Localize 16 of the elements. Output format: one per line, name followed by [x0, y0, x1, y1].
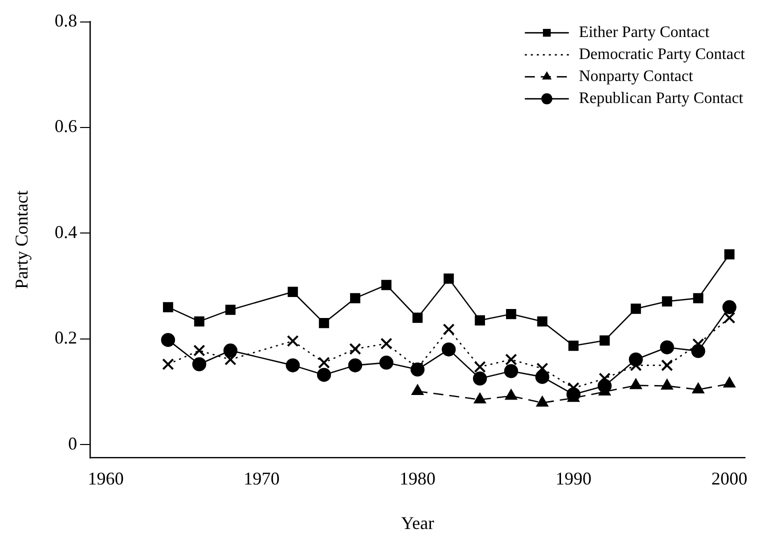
- y-axis-title: Party Contact: [12, 190, 32, 290]
- x-tick-label: 1980: [400, 468, 436, 488]
- legend-label: Republican Party Contact: [578, 90, 744, 108]
- legend-label: Either Party Contact: [578, 24, 710, 42]
- x-tick-label: 1960: [88, 468, 124, 488]
- legend-label: Democratic Party Contact: [578, 46, 746, 64]
- x-tick-label: 1990: [555, 468, 592, 488]
- y-tick-label: 0.6: [54, 116, 78, 136]
- x-axis-title: Year: [400, 512, 434, 533]
- y-tick-label: 0.4: [54, 222, 78, 242]
- legend-label: Nonparty Contact: [578, 68, 694, 86]
- y-tick-label: 0.2: [54, 328, 78, 348]
- x-tick-label: 1970: [244, 468, 280, 488]
- x-tick-label: 2000: [711, 468, 748, 488]
- y-tick-label: 0.8: [54, 10, 78, 31]
- y-tick-label: 0: [68, 433, 78, 454]
